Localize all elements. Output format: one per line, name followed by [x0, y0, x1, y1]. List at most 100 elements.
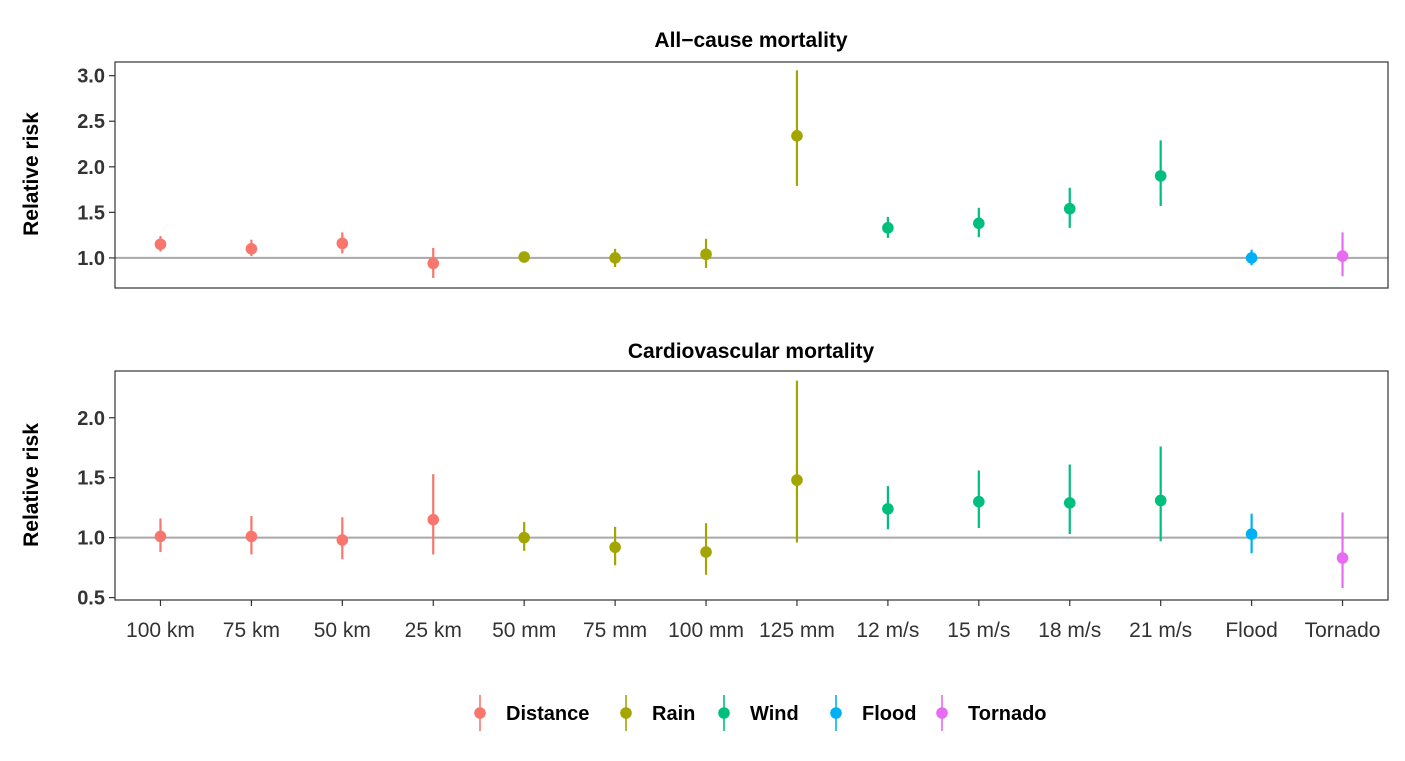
x-tick-label: Flood	[1225, 619, 1278, 642]
x-tick-label: 15 m/s	[947, 619, 1010, 642]
x-tick-label: 50 km	[314, 619, 371, 642]
x-tick-label: 12 m/s	[856, 619, 919, 642]
legend-key-point	[830, 707, 842, 719]
x-tick-label: 75 mm	[583, 619, 647, 642]
y-tick-label: 3.0	[77, 66, 105, 88]
panel-plot-area: 1.0 1.5 2.0 2.5 3.0	[77, 61, 1389, 289]
panel-title: All−cause mortality	[654, 29, 847, 52]
point-marker	[1336, 250, 1349, 262]
point-marker	[154, 238, 167, 251]
x-tick-label: 25 km	[405, 619, 462, 642]
data-point	[791, 70, 803, 186]
point-marker	[1063, 202, 1076, 215]
data-point	[609, 248, 621, 268]
data-point	[1336, 512, 1349, 589]
legend-item: Tornado	[936, 695, 1047, 731]
data-point	[882, 486, 894, 530]
y-tick-label: 1.0	[77, 248, 105, 270]
data-point	[1245, 249, 1258, 266]
legend-key-point	[718, 707, 730, 719]
y-tick-label: 1.5	[77, 202, 105, 224]
point-marker	[427, 513, 440, 526]
data-point	[609, 526, 621, 566]
point-marker	[518, 531, 530, 544]
data-point	[336, 517, 349, 560]
data-point	[336, 232, 349, 254]
legend-label: Flood	[862, 703, 916, 725]
point-marker	[1154, 494, 1167, 507]
data-point	[245, 239, 258, 257]
x-tick-label: 100 mm	[668, 619, 744, 642]
data-point	[427, 474, 440, 555]
x-tick-label: 75 km	[223, 619, 280, 642]
data-point	[154, 236, 167, 252]
panel-plot-area: 0.5 1.0 1.5 2.0	[77, 370, 1389, 610]
data-point	[518, 251, 530, 263]
y-tick-label: 0.5	[77, 588, 105, 610]
legend-item: Distance	[474, 695, 589, 731]
legend-label: Wind	[750, 703, 799, 725]
x-tick-label: 100 km	[126, 619, 195, 642]
data-point	[973, 207, 985, 237]
legend-item: Wind	[718, 695, 799, 731]
x-tick-label: 125 mm	[759, 619, 835, 642]
point-marker	[882, 503, 894, 515]
point-marker	[154, 530, 167, 543]
point-marker	[609, 541, 621, 554]
point-marker	[1245, 252, 1258, 264]
data-point	[427, 247, 440, 278]
point-marker	[1063, 497, 1076, 509]
point-marker	[336, 534, 349, 546]
data-point	[1154, 140, 1167, 206]
y-tick-label: 2.5	[77, 111, 105, 133]
point-marker	[700, 248, 712, 261]
x-axis: 100 km 75 km 50 km 25 km 50 mm 75 mm 100 mm 125…	[126, 600, 1380, 642]
point-marker	[973, 217, 985, 230]
point-marker	[1336, 552, 1349, 564]
y-axis-label: Relative risk	[20, 423, 43, 547]
x-tick-label: Tornado	[1305, 619, 1381, 642]
data-point	[882, 216, 894, 238]
point-marker	[1245, 528, 1258, 540]
data-point	[1063, 187, 1076, 228]
point-marker	[245, 243, 258, 255]
data-point	[245, 516, 258, 555]
point-marker	[1154, 170, 1167, 182]
x-tick-label: 21 m/s	[1129, 619, 1192, 642]
y-tick-label: 1.5	[77, 468, 105, 490]
point-marker	[609, 252, 621, 264]
x-tick-label: 50 mm	[492, 619, 556, 642]
data-point	[700, 523, 712, 575]
data-point	[973, 470, 985, 529]
legend-item: Rain	[620, 695, 695, 731]
legend-label: Rain	[652, 703, 695, 725]
point-marker	[336, 237, 349, 250]
point-marker	[882, 222, 894, 234]
panel-frame	[114, 370, 1389, 601]
point-marker	[245, 530, 258, 543]
point-marker	[973, 495, 985, 508]
panel-all-cause: All−cause mortality Relative risk 1.0 1.5…	[20, 29, 1389, 289]
y-tick-label: 2.0	[77, 408, 105, 430]
data-point	[154, 518, 167, 553]
y-tick-label: 2.0	[77, 157, 105, 179]
data-point	[1336, 232, 1349, 277]
legend: Distance Rain Wind Flood Tornado	[474, 695, 1047, 731]
legend-key-point	[620, 707, 632, 719]
data-point	[518, 522, 530, 551]
legend-key-point	[936, 707, 948, 719]
point-marker	[791, 474, 803, 486]
data-point	[791, 380, 803, 543]
y-tick-label: 1.0	[77, 528, 105, 550]
point-marker	[791, 130, 803, 142]
panel-cardiovascular: Cardiovascular mortality Relative risk 0…	[20, 340, 1389, 610]
legend-item: Flood	[830, 695, 916, 731]
y-axis-label: Relative risk	[20, 112, 43, 236]
legend-key-point	[474, 707, 486, 719]
x-tick-label: 18 m/s	[1038, 619, 1101, 642]
legend-label: Tornado	[968, 703, 1047, 725]
data-point	[1154, 446, 1167, 542]
panel-frame	[114, 61, 1389, 289]
legend-label: Distance	[506, 703, 589, 725]
